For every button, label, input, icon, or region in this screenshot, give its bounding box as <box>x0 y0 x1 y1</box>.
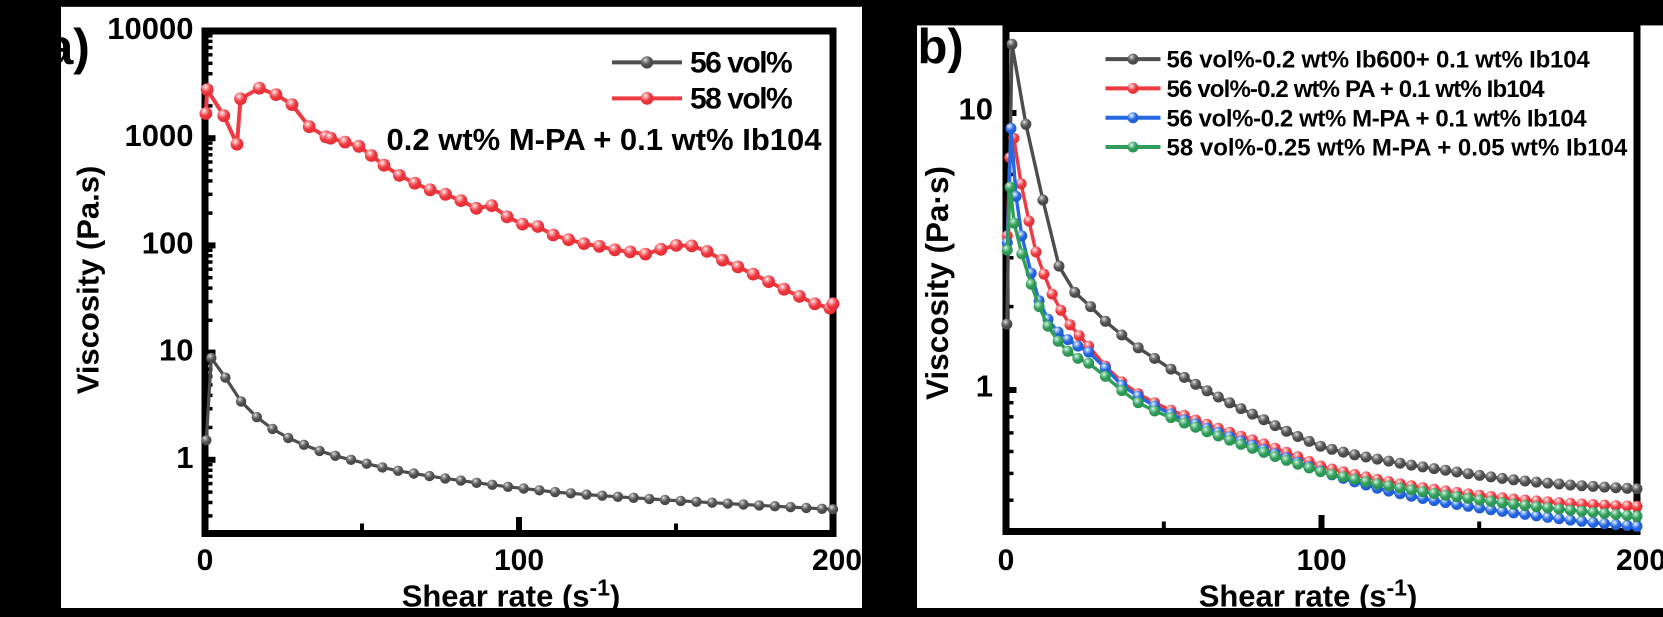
svg-text:58 vol%: 58 vol% <box>690 83 792 116</box>
svg-text:56 vol%-0.2 wt% PA + 0.1 wt% I: 56 vol%-0.2 wt% PA + 0.1 wt% Ib104 <box>1167 76 1546 103</box>
svg-text:10: 10 <box>959 92 993 127</box>
svg-text:10: 10 <box>159 333 193 368</box>
svg-text:Shear rate (s-1): Shear rate (s-1) <box>1199 575 1418 614</box>
svg-text:1: 1 <box>176 440 193 475</box>
svg-text:0.2 wt% M-PA + 0.1 wt% Ib104: 0.2 wt% M-PA + 0.1 wt% Ib104 <box>387 122 823 157</box>
svg-text:56 vol%: 56 vol% <box>690 47 792 80</box>
svg-text:10000: 10000 <box>107 11 193 46</box>
svg-text:100: 100 <box>142 225 194 260</box>
svg-text:0: 0 <box>998 544 1015 577</box>
svg-text:56 vol%-0.2 wt% Ib600+ 0.1 wt%: 56 vol%-0.2 wt% Ib600+ 0.1 wt% Ib104 <box>1167 47 1591 74</box>
svg-text:b): b) <box>918 20 964 74</box>
svg-text:Viscosity (Pa.s): Viscosity (Pa.s) <box>71 166 106 395</box>
svg-text:58 vol%-0.25 wt% M-PA + 0.05 w: 58 vol%-0.25 wt% M-PA + 0.05 wt% Ib104 <box>1167 135 1628 162</box>
svg-text:56 vol%-0.2 wt% M-PA + 0.1 wt%: 56 vol%-0.2 wt% M-PA + 0.1 wt% Ib104 <box>1167 105 1588 132</box>
svg-text:100: 100 <box>494 544 544 577</box>
svg-text:200: 200 <box>812 544 862 577</box>
svg-text:1: 1 <box>976 369 993 404</box>
svg-text:Shear rate (s-1): Shear rate (s-1) <box>402 575 621 614</box>
svg-text:0: 0 <box>197 544 214 577</box>
svg-text:100: 100 <box>1296 544 1346 577</box>
svg-text:Viscosity (Pa·s): Viscosity (Pa·s) <box>919 166 955 400</box>
svg-text:200: 200 <box>1616 544 1663 577</box>
svg-text:1000: 1000 <box>125 118 194 153</box>
